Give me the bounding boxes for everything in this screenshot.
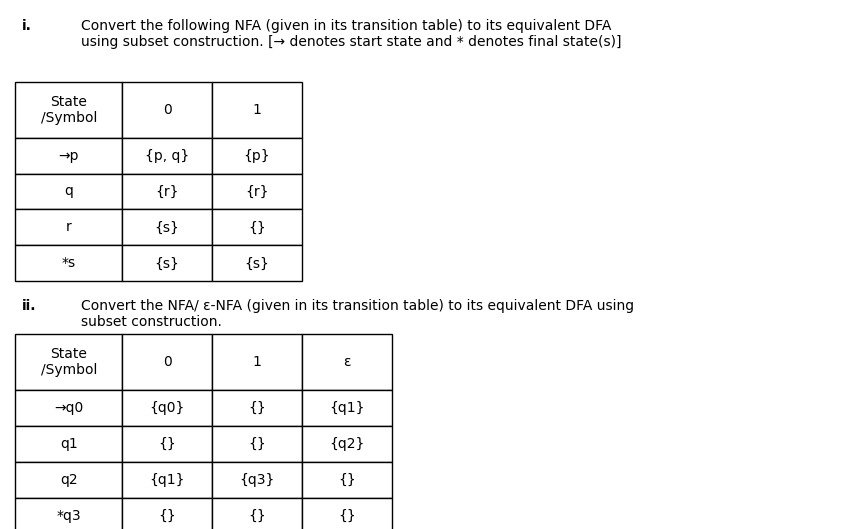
Bar — [302, 390, 392, 426]
Text: i.: i. — [21, 19, 32, 32]
Text: *s: *s — [62, 257, 76, 270]
Text: q: q — [64, 185, 74, 198]
Bar — [302, 498, 392, 529]
Text: {q0}: {q0} — [150, 401, 185, 415]
Text: 0: 0 — [162, 103, 172, 117]
Bar — [122, 245, 212, 281]
Bar — [15, 174, 122, 209]
Bar — [122, 138, 212, 174]
Text: State
/Symbol: State /Symbol — [41, 347, 97, 377]
Bar — [212, 426, 302, 462]
Text: q2: q2 — [60, 473, 78, 487]
Bar — [122, 82, 212, 138]
Text: {r}: {r} — [245, 185, 268, 198]
Text: {}: {} — [338, 509, 356, 523]
Text: {}: {} — [248, 437, 266, 451]
Bar — [122, 334, 212, 390]
Text: {q1}: {q1} — [329, 401, 364, 415]
Text: *q3: *q3 — [56, 509, 81, 523]
Bar — [15, 426, 122, 462]
Text: ii.: ii. — [21, 299, 36, 313]
Bar — [302, 462, 392, 498]
Text: {q2}: {q2} — [329, 437, 364, 451]
Bar — [212, 390, 302, 426]
Bar — [122, 209, 212, 245]
Bar — [212, 174, 302, 209]
Bar — [15, 334, 122, 390]
Bar — [122, 174, 212, 209]
Bar — [15, 498, 122, 529]
Bar — [122, 462, 212, 498]
Text: 1: 1 — [252, 355, 262, 369]
Bar — [212, 334, 302, 390]
Text: {}: {} — [158, 509, 176, 523]
Bar — [122, 498, 212, 529]
Bar — [212, 462, 302, 498]
Bar — [212, 209, 302, 245]
Text: {p}: {p} — [244, 149, 270, 162]
Bar — [15, 138, 122, 174]
Bar — [15, 82, 122, 138]
Text: {}: {} — [248, 401, 266, 415]
Text: r: r — [66, 221, 72, 234]
Text: {q3}: {q3} — [239, 473, 274, 487]
Bar — [122, 426, 212, 462]
Bar — [122, 390, 212, 426]
Bar — [212, 138, 302, 174]
Text: {}: {} — [248, 509, 266, 523]
Text: {}: {} — [158, 437, 176, 451]
Text: {}: {} — [248, 221, 266, 234]
Text: →p: →p — [59, 149, 79, 162]
Text: Convert the following NFA (given in its transition table) to its equivalent DFA
: Convert the following NFA (given in its … — [81, 19, 622, 49]
Text: 0: 0 — [162, 355, 172, 369]
Bar — [302, 334, 392, 390]
Text: {}: {} — [338, 473, 356, 487]
Text: 1: 1 — [252, 103, 262, 117]
Bar — [302, 426, 392, 462]
Text: Convert the NFA/ ε-NFA (given in its transition table) to its equivalent DFA usi: Convert the NFA/ ε-NFA (given in its tra… — [81, 299, 634, 329]
Bar — [212, 82, 302, 138]
Text: q1: q1 — [60, 437, 78, 451]
Bar — [15, 390, 122, 426]
Text: State
/Symbol: State /Symbol — [41, 95, 97, 125]
Text: →q0: →q0 — [54, 401, 84, 415]
Text: {s}: {s} — [155, 257, 180, 270]
Bar — [15, 245, 122, 281]
Bar — [212, 245, 302, 281]
Text: ε: ε — [343, 355, 351, 369]
Text: {s}: {s} — [155, 221, 180, 234]
Text: {r}: {r} — [156, 185, 179, 198]
Bar — [15, 209, 122, 245]
Text: {p, q}: {p, q} — [145, 149, 189, 162]
Bar — [212, 498, 302, 529]
Text: {q1}: {q1} — [150, 473, 185, 487]
Text: {s}: {s} — [245, 257, 269, 270]
Bar — [15, 462, 122, 498]
